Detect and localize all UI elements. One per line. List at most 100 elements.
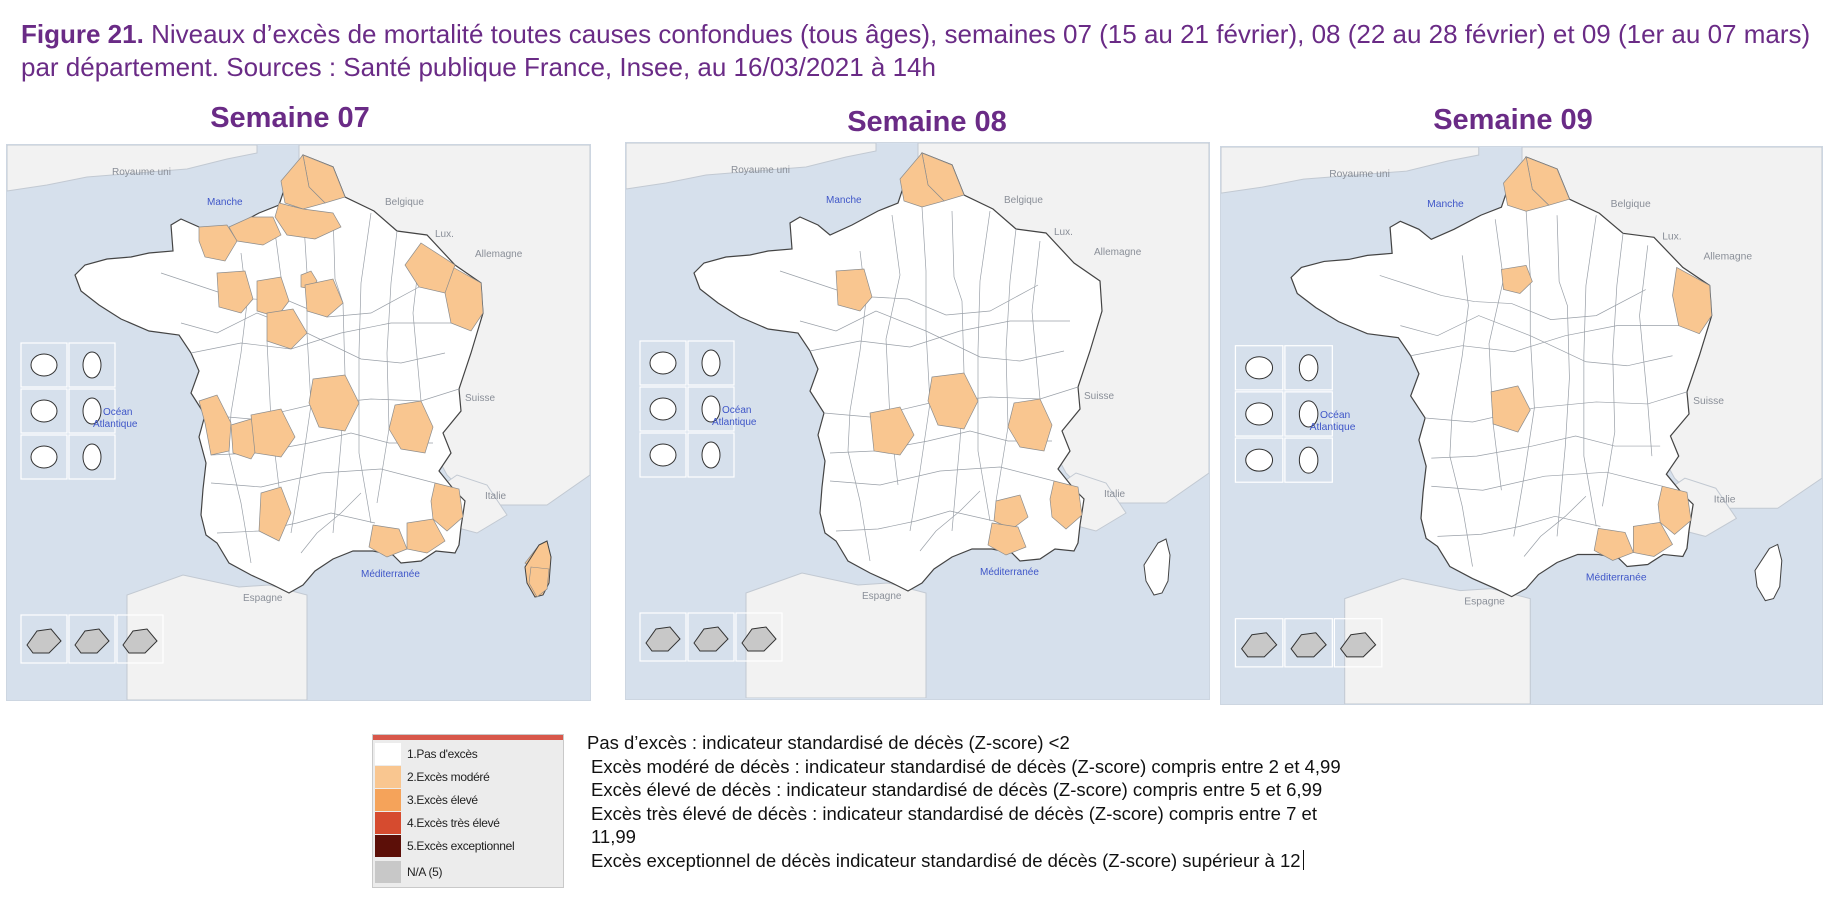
figure-label: Figure 21.	[21, 19, 144, 49]
legend-label-na: N/A (5)	[407, 865, 443, 879]
map-title-week-08: Semaine 08	[847, 106, 1007, 138]
region-haute-vienne	[869, 406, 915, 456]
land-uk	[1221, 147, 1480, 194]
label-manche: Manche	[1427, 199, 1464, 210]
overseas-inset-box	[1284, 345, 1333, 391]
region-bouches-du-rh-ne	[368, 524, 408, 558]
legend-desc-exceptional-row: Excès exceptionnel de décès indicateur s…	[587, 849, 1467, 873]
france-outline	[1290, 156, 1713, 598]
overseas-inset-box	[20, 434, 68, 480]
france-outline	[74, 154, 484, 594]
label-uk: Royaume uni	[731, 165, 790, 176]
region-indre-et-loire	[266, 308, 308, 350]
na-territory	[26, 628, 62, 654]
label-suisse: Suisse	[1084, 391, 1114, 402]
region-allier	[927, 372, 979, 430]
label-suisse: Suisse	[465, 393, 495, 404]
label-ocean-2: Atlantique	[1310, 422, 1356, 433]
region-yvelines	[1501, 265, 1533, 294]
label-mediterranee: Méditerranée	[1586, 573, 1647, 584]
region-is-re	[388, 400, 434, 454]
overseas-inset-box	[1234, 391, 1284, 437]
label-italie: Italie	[1714, 494, 1736, 505]
corsica	[1754, 543, 1783, 602]
legend-item-moderate: 2.Excès modéré	[375, 766, 561, 788]
label-ocean-2: Atlantique	[712, 417, 757, 428]
legend-swatch-high	[375, 789, 401, 811]
region-pas-de-calais	[1503, 156, 1550, 212]
legend-item-exceptional: 5.Excès exceptionnel	[375, 835, 561, 857]
map-svg-week-09: Royaume uni Manche Belgique Allemagne Lux. Su…	[1221, 147, 1822, 704]
region-alpes-maritimes	[430, 482, 464, 532]
map-week-07: Royaume uni Manche Belgique Allemagne Lux. Su…	[6, 144, 591, 701]
na-territory	[693, 626, 729, 652]
overseas-inset-box	[639, 386, 687, 432]
na-inset-box	[1284, 618, 1333, 668]
overseas-inset-box	[68, 342, 116, 388]
region-haute-vienne	[250, 408, 296, 458]
land-uk	[626, 143, 877, 190]
na-inset-box	[1333, 618, 1383, 668]
legend-desc-high: Excès élevé de décès : indicateur standa…	[591, 779, 1323, 800]
overseas-inset-box	[68, 434, 116, 480]
overseas-inset-box	[639, 432, 687, 478]
overseas-inset-box	[20, 342, 68, 388]
overseas-territory	[1298, 446, 1319, 474]
figure-caption: Figure 21. Niveaux d’excès de mortalité …	[21, 18, 1811, 84]
region-haute-garonne	[258, 486, 292, 542]
france-outline	[693, 152, 1103, 592]
overseas-inset-box	[1234, 437, 1284, 483]
label-italie: Italie	[485, 491, 507, 502]
region-sarthe	[256, 276, 290, 318]
region-pas-de-calais	[280, 154, 326, 210]
region-alpes-maritimes	[1657, 485, 1692, 535]
map-week-08: Royaume uni Manche Belgique Allemagne Lux. Su…	[625, 142, 1210, 700]
label-belgique: Belgique	[385, 197, 424, 208]
overseas-territory	[30, 353, 58, 377]
region-manche	[198, 224, 238, 262]
overseas-inset-box	[687, 340, 735, 386]
overseas-territory	[649, 397, 677, 421]
legend-item-high: 3.Excès élevé	[375, 789, 561, 811]
na-territory	[122, 628, 158, 654]
legend-desc-exceptional: Excès exceptionnel de décès indicateur s…	[591, 849, 1301, 871]
overseas-inset-box	[1284, 437, 1333, 483]
label-allemagne: Allemagne	[475, 249, 523, 260]
label-ocean-1: Océan	[1320, 410, 1350, 421]
label-lux: Lux.	[1662, 231, 1681, 242]
region-charente-maritime	[198, 394, 232, 456]
text-cursor	[1302, 849, 1304, 870]
overseas-territory	[30, 445, 58, 469]
label-mediterranee: Méditerranée	[980, 567, 1039, 578]
label-lux: Lux.	[435, 229, 454, 240]
region-vaucluse	[993, 494, 1029, 530]
na-inset-box	[1234, 618, 1284, 668]
map-svg-week-07: Royaume uni Manche Belgique Allemagne Lux. Su…	[7, 145, 590, 700]
legend-item-na: N/A (5)	[375, 861, 561, 883]
corsica	[1143, 538, 1171, 596]
label-manche: Manche	[207, 197, 243, 208]
na-inset-box	[68, 614, 116, 664]
region-bas-rhin	[1672, 266, 1713, 335]
label-belgique: Belgique	[1004, 195, 1043, 206]
label-ocean-1: Océan	[103, 407, 132, 418]
map-title-week-09: Semaine 09	[1433, 104, 1593, 136]
overseas-territory	[1298, 400, 1319, 428]
legend-item-none: 1.Pas d'excès	[375, 743, 561, 765]
legend-label-none: 1.Pas d'excès	[407, 747, 478, 761]
label-uk: Royaume uni	[112, 167, 171, 178]
region-moselle	[404, 242, 456, 294]
na-inset-box	[735, 612, 783, 662]
na-inset-box	[116, 614, 164, 664]
map-week-09: Royaume uni Manche Belgique Allemagne Lux. Su…	[1220, 146, 1823, 705]
legend-swatch-exceptional	[375, 835, 401, 857]
label-espagne: Espagne	[243, 593, 283, 604]
label-espagne: Espagne	[1464, 597, 1505, 608]
legend-descriptions: Pas d’excès : indicateur standardisé de …	[587, 731, 1467, 872]
label-ocean-2: Atlantique	[93, 419, 138, 430]
na-inset-box	[20, 614, 68, 664]
legend-label-moderate: 2.Excès modéré	[407, 770, 490, 784]
legend-top-bar	[373, 735, 563, 740]
overseas-inset-box	[20, 388, 68, 434]
label-espagne: Espagne	[862, 591, 902, 602]
